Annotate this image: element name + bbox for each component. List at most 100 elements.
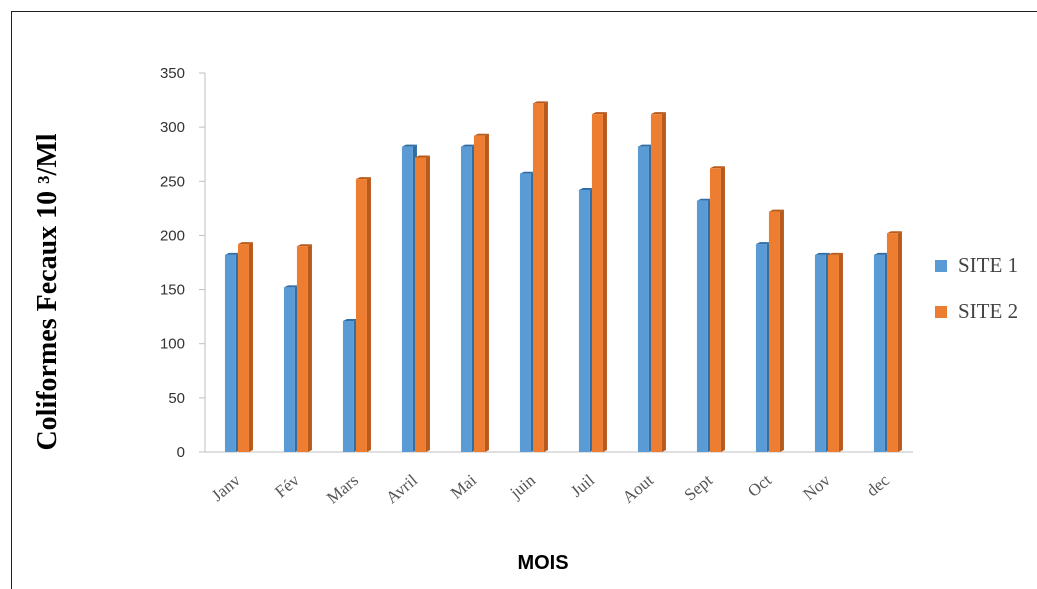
bar-front (414, 157, 426, 452)
bar-top (224, 252, 240, 255)
bar (637, 144, 653, 453)
bar-top (696, 198, 712, 201)
bar-top (755, 242, 771, 245)
y-tick-label: 200 (160, 227, 185, 244)
bar-top (578, 187, 594, 190)
x-tick-label: Oct (744, 470, 775, 501)
bar-front (401, 146, 413, 453)
bar-side (838, 252, 843, 452)
bar (709, 166, 725, 452)
bar-top (296, 244, 312, 247)
bar-side (897, 231, 902, 452)
legend-swatch (935, 306, 947, 318)
chart-frame (11, 11, 1037, 589)
x-tick-label: Mai (447, 470, 480, 502)
bar-front (696, 200, 708, 452)
bar (237, 242, 253, 452)
bar-front (637, 146, 649, 453)
bar-top (414, 155, 430, 158)
y-axis-ticks: 0 50 100 150 200 250 300 350 (160, 65, 205, 461)
bar-top (591, 112, 607, 115)
x-tick-label: Fév (271, 470, 303, 501)
bar-front (237, 244, 249, 452)
bar-front (224, 254, 236, 452)
bar-front (814, 254, 826, 452)
bar (814, 252, 830, 452)
bar-front (355, 179, 367, 452)
bar (591, 112, 607, 453)
bar-top (401, 144, 417, 147)
bar-top (532, 101, 548, 104)
x-axis-label: MOIS (517, 552, 568, 574)
bar-top (355, 177, 371, 180)
bar-side (307, 244, 312, 452)
x-tick-label: Mars (323, 471, 362, 508)
x-tick-label: Aout (619, 470, 657, 507)
bar-top (873, 252, 889, 255)
bar (414, 155, 430, 452)
bar (532, 101, 548, 452)
bar (696, 198, 712, 452)
legend-label: SITE 2 (958, 299, 1018, 323)
bar-side (543, 101, 548, 452)
y-tick-label: 50 (168, 390, 185, 407)
bar-front (342, 320, 354, 452)
bar-top (283, 285, 299, 288)
bar-top (886, 231, 902, 234)
y-tick-label: 350 (160, 65, 185, 82)
y-tick-label: 250 (160, 173, 185, 190)
bar-top (709, 166, 725, 169)
bar (578, 187, 594, 452)
bar-top (637, 144, 653, 147)
bar (460, 144, 476, 453)
bar-side (602, 112, 607, 453)
bar-front (886, 233, 898, 452)
bar-front (296, 246, 308, 452)
bar-side (248, 242, 253, 452)
bar-top (650, 112, 666, 115)
bar-front (473, 135, 485, 452)
bar-side (366, 177, 371, 452)
bar-front (827, 254, 839, 452)
bar-top (827, 252, 843, 255)
bar-front (283, 287, 295, 452)
x-tick-label: Juil (567, 470, 598, 501)
bar (401, 144, 417, 453)
x-tick-label: Janv (208, 470, 244, 505)
bar (283, 285, 299, 452)
bar (755, 242, 771, 452)
bar-front (709, 168, 721, 452)
bar-front (532, 103, 544, 452)
bar (355, 177, 371, 452)
bar-front (768, 211, 780, 452)
bar (342, 318, 358, 452)
bar-top (342, 318, 358, 321)
bar (650, 112, 666, 453)
y-tick-label: 100 (160, 336, 185, 353)
bar (886, 231, 902, 452)
y-tick-label: 300 (160, 119, 185, 136)
legend: SITE 1 SITE 2 (935, 253, 1018, 323)
legend-swatch (935, 260, 947, 272)
bar-top (473, 133, 489, 136)
bar-front (460, 146, 472, 453)
bar (519, 171, 535, 452)
y-tick-label: 150 (160, 282, 185, 299)
bar (827, 252, 843, 452)
legend-label: SITE 1 (958, 253, 1018, 277)
bar-front (578, 189, 590, 452)
bar (873, 252, 889, 452)
y-tick-label: 0 (177, 444, 185, 461)
bar-side (484, 133, 489, 452)
bar (768, 209, 784, 452)
x-tick-label: juin (506, 470, 540, 503)
bar (224, 252, 240, 452)
x-tick-label: Avril (382, 470, 421, 507)
bar-front (755, 244, 767, 452)
bar-side (779, 209, 784, 452)
x-tick-label: Sept (681, 470, 717, 504)
bar-side (425, 155, 430, 452)
bar-side (661, 112, 666, 453)
bar-top (460, 144, 476, 147)
